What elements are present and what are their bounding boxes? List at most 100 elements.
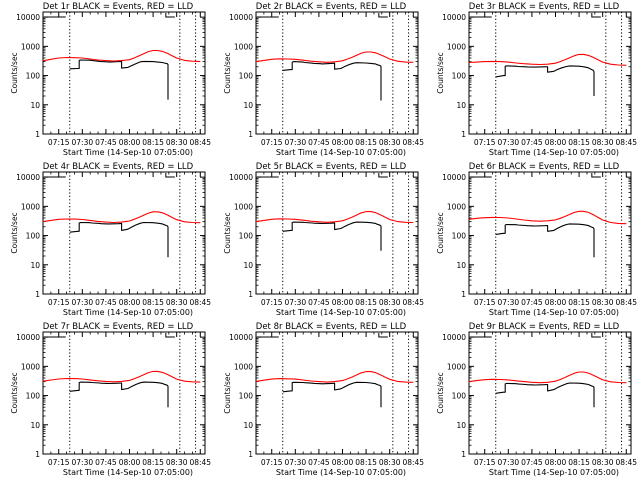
x-tick-label: 08:15	[142, 138, 164, 147]
x-axis-label: Start Time (14-Sep-10 07:05:00)	[276, 148, 406, 157]
y-tick-label: 1000	[21, 362, 40, 371]
x-tick-label: 08:30	[379, 458, 401, 467]
y-axis-label: Counts/sec	[223, 52, 232, 93]
x-tick-label: 08:00	[332, 298, 354, 307]
y-tick-label: 1000	[234, 42, 253, 51]
x-axis-label: Start Time (14-Sep-10 07:05:00)	[276, 468, 406, 477]
x-tick-label: 07:45	[521, 298, 543, 307]
y-tick-label: 1000	[447, 42, 466, 51]
y-tick-label: 1	[248, 290, 253, 299]
y-tick-label: 100	[26, 232, 41, 241]
series-events-line	[282, 381, 382, 408]
y-tick-label: 100	[239, 72, 254, 81]
x-tick-label: 08:30	[592, 298, 614, 307]
y-tick-label: 10000	[16, 333, 40, 342]
y-tick-label: 10000	[442, 173, 466, 182]
interval-bracket	[591, 173, 601, 178]
series-events-line	[495, 65, 595, 96]
y-tick-label: 1000	[447, 202, 466, 211]
y-tick-label: 10000	[442, 333, 466, 342]
y-tick-label: 10000	[16, 173, 40, 182]
x-tick-label: 08:00	[332, 138, 354, 147]
y-tick-label: 1000	[447, 362, 466, 371]
chart-title: Det 4r BLACK = Events, RED = LLD	[43, 162, 194, 172]
y-tick-label: 1	[248, 450, 253, 459]
chart-panel-det-2r: Det 2r BLACK = Events, RED = LLD 1 10 100 10…	[223, 2, 424, 157]
y-tick-label: 100	[239, 232, 254, 241]
x-tick-label: 08:45	[615, 458, 637, 467]
x-tick-label: 08:15	[355, 138, 377, 147]
interval-bracket	[165, 13, 175, 18]
chart-title: Det 9r BLACK = Events, RED = LLD	[469, 322, 620, 332]
x-tick-label: 07:30	[72, 138, 94, 147]
x-tick-label: 08:15	[355, 458, 377, 467]
x-tick-label: 08:30	[166, 138, 188, 147]
y-axis-label: Counts/sec	[10, 52, 19, 93]
chart-title: Det 6r BLACK = Events, RED = LLD	[469, 162, 620, 172]
series-lld-line	[255, 211, 414, 224]
x-tick-label: 08:15	[142, 298, 164, 307]
y-tick-label: 10000	[16, 13, 40, 22]
y-tick-label: 10000	[229, 173, 253, 182]
x-tick-label: 07:45	[521, 138, 543, 147]
x-tick-label: 07:45	[95, 458, 117, 467]
x-tick-label: 08:15	[568, 138, 590, 147]
series-events-line	[282, 61, 382, 101]
x-tick-label: 07:15	[474, 458, 496, 467]
x-tick-label: 08:45	[615, 138, 637, 147]
y-axis-label: Counts/sec	[436, 372, 445, 413]
x-tick-label: 07:15	[261, 458, 283, 467]
interval-bracket	[591, 333, 601, 338]
x-tick-label: 07:45	[308, 458, 330, 467]
x-axis-label: Start Time (14-Sep-10 07:05:00)	[489, 308, 619, 317]
x-axis-label: Start Time (14-Sep-10 07:05:00)	[63, 468, 193, 477]
series-lld-line	[468, 210, 627, 225]
x-tick-label: 08:00	[545, 138, 567, 147]
x-tick-label: 07:30	[498, 138, 520, 147]
interval-bracket	[165, 333, 175, 338]
x-tick-label: 07:15	[48, 138, 70, 147]
x-tick-label: 07:30	[498, 458, 520, 467]
series-events-line	[282, 221, 382, 251]
x-tick-label: 08:30	[166, 458, 188, 467]
x-tick-label: 07:45	[308, 138, 330, 147]
x-tick-label: 08:45	[189, 298, 211, 307]
x-tick-label: 08:45	[189, 138, 211, 147]
x-tick-label: 07:30	[72, 458, 94, 467]
series-lld-line	[42, 370, 201, 383]
x-tick-label: 07:15	[474, 138, 496, 147]
y-axis-label: Counts/sec	[223, 212, 232, 253]
plot-frame	[42, 331, 206, 455]
plot-frame	[255, 11, 419, 135]
y-tick-label: 1	[461, 450, 466, 459]
y-tick-label: 10000	[229, 13, 253, 22]
y-tick-label: 10	[30, 101, 40, 110]
x-tick-label: 07:45	[95, 298, 117, 307]
x-tick-label: 08:00	[332, 458, 354, 467]
y-tick-label: 1	[35, 450, 40, 459]
plot-frame	[255, 331, 419, 455]
x-tick-label: 08:45	[402, 458, 424, 467]
y-tick-label: 100	[26, 72, 41, 81]
y-tick-label: 1	[461, 290, 466, 299]
x-tick-label: 08:45	[402, 298, 424, 307]
x-tick-label: 08:30	[379, 138, 401, 147]
y-tick-label: 1000	[21, 42, 40, 51]
y-tick-label: 100	[452, 72, 467, 81]
x-axis-label: Start Time (14-Sep-10 07:05:00)	[489, 468, 619, 477]
x-tick-label: 08:00	[119, 458, 141, 467]
interval-bracket	[378, 173, 388, 178]
y-tick-label: 1000	[234, 202, 253, 211]
y-tick-label: 100	[26, 392, 41, 401]
x-axis-label: Start Time (14-Sep-10 07:05:00)	[63, 148, 193, 157]
x-tick-label: 08:15	[142, 458, 164, 467]
x-tick-label: 07:15	[48, 458, 70, 467]
x-tick-label: 07:30	[498, 298, 520, 307]
x-tick-label: 07:45	[521, 458, 543, 467]
chart-panel-det-6r: Det 6r BLACK = Events, RED = LLD 1 10 100 10…	[436, 162, 637, 317]
series-events-line	[495, 382, 595, 408]
x-tick-label: 07:15	[48, 298, 70, 307]
y-axis-label: Counts/sec	[223, 372, 232, 413]
chart-panel-det-7r: Det 7r BLACK = Events, RED = LLD 1 10 100 10…	[10, 322, 211, 477]
y-tick-label: 1000	[21, 202, 40, 211]
